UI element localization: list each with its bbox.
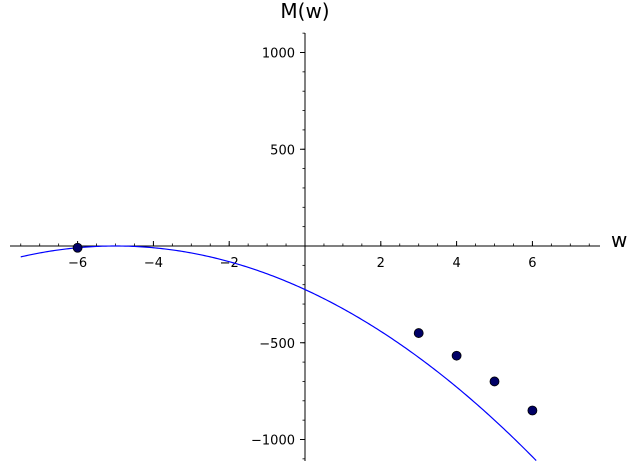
data-point <box>527 405 538 416</box>
x-tick-label: −2 <box>220 256 239 271</box>
x-tick-label: 4 <box>452 256 460 271</box>
tick-labels: −6 −4 −2 2 4 6 −1000 −500 500 1000 <box>68 47 537 449</box>
x-axis-label: w <box>611 228 627 252</box>
x-tick-label: 2 <box>377 256 385 271</box>
data-point <box>451 350 462 361</box>
y-axis-label: M(w) <box>280 0 329 23</box>
major-ticks <box>77 52 533 440</box>
x-tick-label: −4 <box>144 256 163 271</box>
y-tick-label: −500 <box>259 337 295 352</box>
data-points <box>72 242 538 416</box>
y-tick-label: −1000 <box>251 434 295 449</box>
data-point <box>489 376 500 387</box>
x-tick-label: 6 <box>528 256 536 271</box>
x-tick-label: −6 <box>68 256 87 271</box>
y-tick-label: 500 <box>270 143 295 158</box>
y-tick-label: 1000 <box>262 47 295 62</box>
data-point <box>72 242 83 253</box>
data-point <box>413 328 424 338</box>
series-curve <box>20 245 537 461</box>
